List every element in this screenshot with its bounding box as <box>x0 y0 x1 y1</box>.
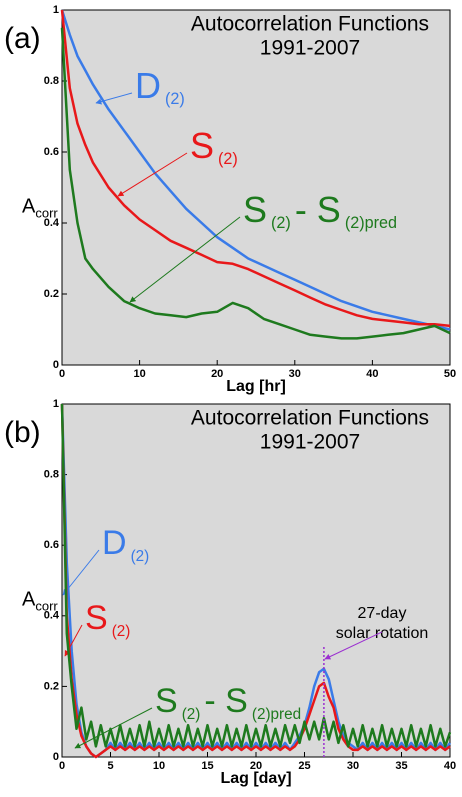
x-tick-label: 50 <box>444 368 456 380</box>
x-tick-label: 40 <box>444 760 456 772</box>
x-axis-label: Lag [day] <box>220 770 291 787</box>
series-label: S (2) <box>85 599 130 640</box>
x-tick-label: 30 <box>289 368 301 380</box>
x-tick-label: 25 <box>298 760 310 772</box>
y-tick-label: 1 <box>53 4 59 16</box>
x-tick-label: 20 <box>250 760 262 772</box>
series-line <box>60 9 451 328</box>
label-arrow <box>129 216 241 303</box>
x-tick-label: 20 <box>211 368 223 380</box>
series-label: S (2) - S (2)pred <box>155 682 301 723</box>
y-axis-label-main: A <box>22 589 36 611</box>
x-tick-label: 10 <box>153 760 165 772</box>
y-axis-label-sub: corr <box>35 599 58 614</box>
label-arrow <box>95 92 133 105</box>
x-tick-label: 35 <box>395 760 407 772</box>
chart-title: Autocorrelation Functions <box>191 407 429 430</box>
label-arrow <box>62 549 100 596</box>
y-axis-label-main: A <box>22 196 36 218</box>
plot-area <box>61 403 451 758</box>
x-tick-label: 40 <box>366 368 378 380</box>
y-tick-label: 0.2 <box>44 680 59 692</box>
series-line <box>60 403 452 748</box>
annotation-text: 27-day <box>358 605 407 622</box>
x-tick-label: 0 <box>59 368 65 380</box>
panel-label: (a) <box>4 22 41 55</box>
chart-title: 1991-2007 <box>260 37 360 60</box>
series-line <box>60 27 451 340</box>
series-label-main: - S <box>204 682 247 720</box>
series-label: D (2) <box>135 65 185 109</box>
x-axis-label: Lag [hr] <box>226 378 286 395</box>
series-line <box>60 9 451 331</box>
y-tick-label: 0.4 <box>44 610 60 622</box>
x-tick-label: 10 <box>133 368 145 380</box>
series-label-main: S <box>243 189 267 230</box>
series-label: D (2) <box>102 524 149 565</box>
y-tick-label: 0.8 <box>44 469 59 481</box>
series-label-sub: (2) <box>165 90 185 108</box>
y-tick-label: 0.6 <box>44 146 59 158</box>
series-label-sub: (2) <box>131 548 150 565</box>
series-label-sub: (2) <box>112 623 131 640</box>
y-axis-label: Acorr <box>22 589 58 614</box>
chart-title: 1991-2007 <box>260 431 360 454</box>
panel-label: (b) <box>4 416 41 449</box>
x-tick-label: 0 <box>59 760 65 772</box>
series-label-sub: (2) <box>218 150 238 168</box>
y-axis-label-sub: corr <box>35 206 58 221</box>
series-label-sub: (2)pred <box>252 706 301 723</box>
y-axis-label: Acorr <box>22 196 58 221</box>
series-line <box>60 403 451 759</box>
x-tick-label: 15 <box>201 760 213 772</box>
series-label-main: D <box>135 65 161 106</box>
series-label-sub: (2) <box>271 214 291 232</box>
series-label-sub: (2) <box>182 706 201 723</box>
series-label-main: S <box>85 599 108 637</box>
x-tick-label: 30 <box>347 760 359 772</box>
series-label-main: - S <box>295 189 341 230</box>
series-label: S (2) - S (2)pred <box>243 189 397 233</box>
chart-title: Autocorrelation Functions <box>191 13 429 36</box>
series-label-main: S <box>190 125 214 166</box>
x-tick-label: 5 <box>107 760 113 772</box>
label-arrow <box>117 152 188 197</box>
series-label-main: D <box>102 524 127 562</box>
series-label: S (2) <box>190 125 238 169</box>
y-tick-label: 0.8 <box>44 75 59 87</box>
label-arrow <box>74 707 153 749</box>
y-tick-label: 0.2 <box>44 288 59 300</box>
plot-area <box>61 9 451 366</box>
y-tick-label: 0 <box>53 751 59 763</box>
series-label-main: S <box>155 682 178 720</box>
y-tick-label: 0 <box>53 359 59 371</box>
annotation-arrow <box>324 631 383 660</box>
y-tick-label: 0.6 <box>44 539 59 551</box>
annotation-text: solar rotation <box>336 625 429 642</box>
y-tick-label: 0.4 <box>44 217 60 229</box>
series-label-sub: (2)pred <box>345 214 397 232</box>
y-tick-label: 1 <box>53 398 59 410</box>
